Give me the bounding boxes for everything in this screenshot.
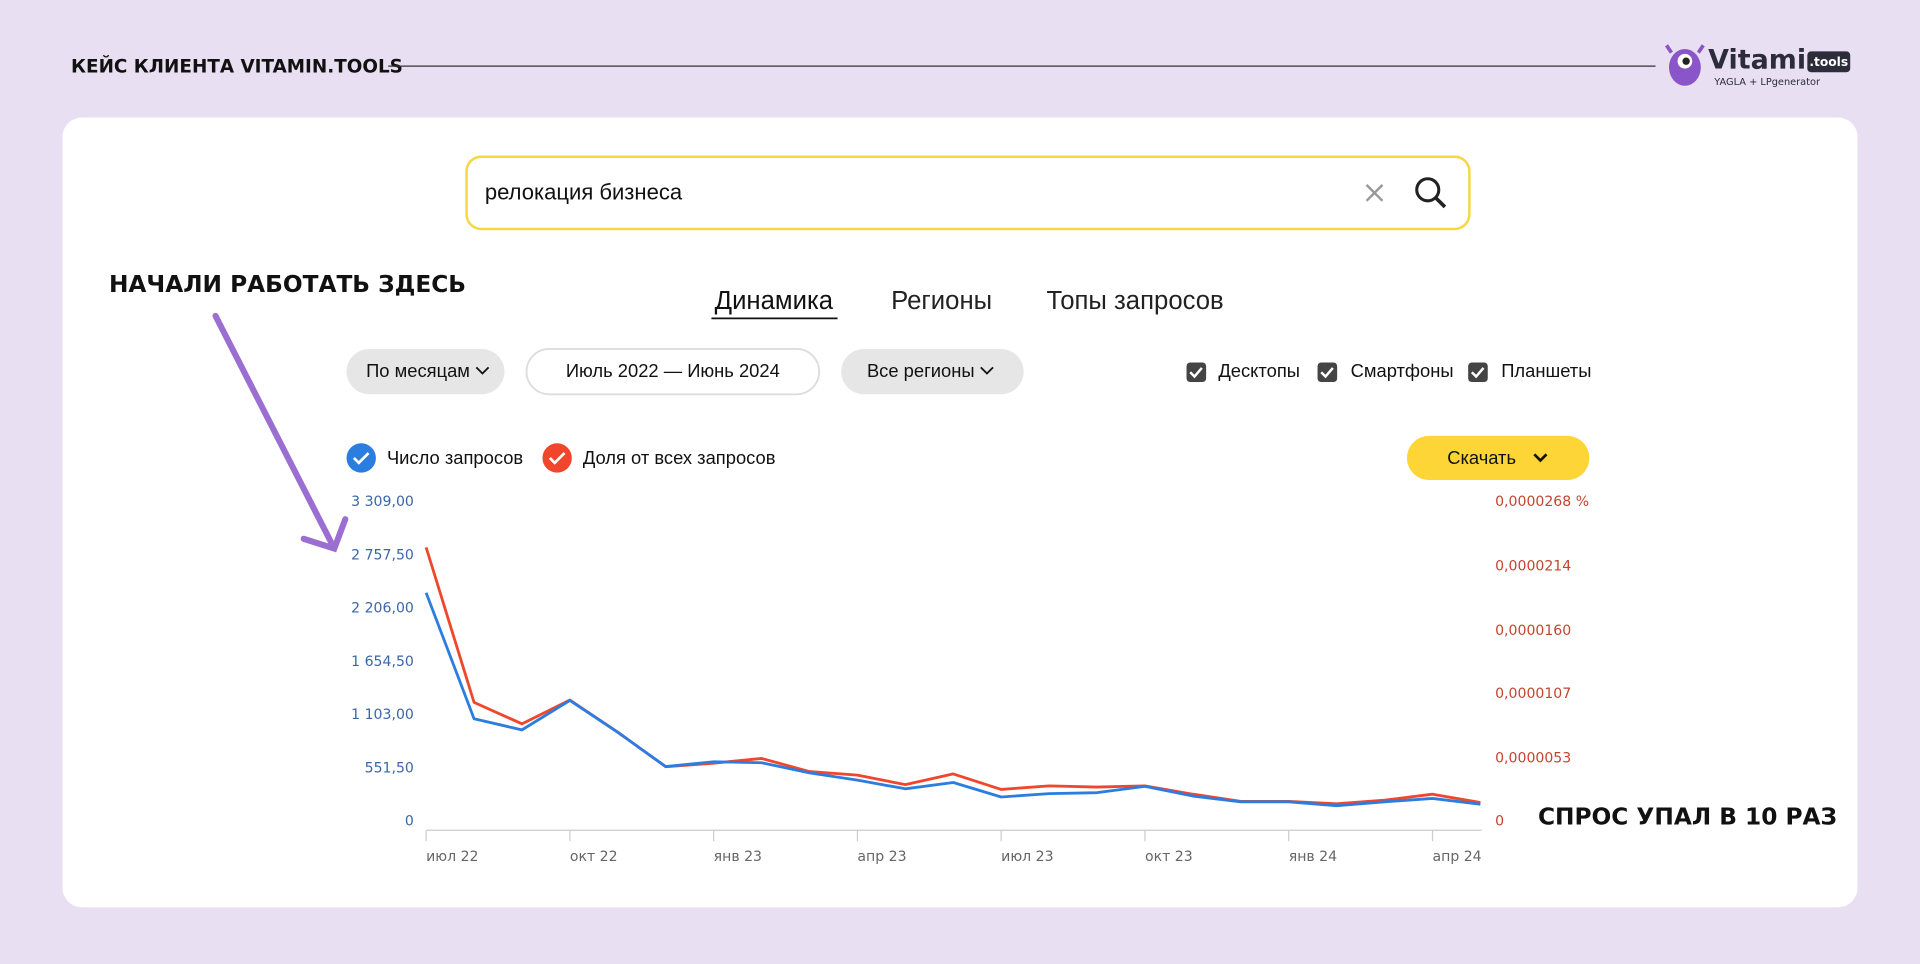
header-title: КЕЙС КЛИЕНТА VITAMIN.TOOLS [71,55,403,77]
y-tick-label: 0 [405,814,414,830]
logo-tagline: YAGLA + LPgenerator [1713,77,1821,88]
y-tick-label: 2 206,00 [351,601,414,617]
clear-icon[interactable] [1365,184,1384,202]
legend-check [548,452,566,465]
y-tick-label: 2 757,50 [351,547,414,563]
logo: Vitamin .tools YAGLA + LPgenerator [1665,44,1851,88]
checkbox[interactable] [1468,362,1488,383]
y2-tick-label: 0,0000053 [1495,750,1571,766]
x-tick-label: апр 23 [857,849,906,865]
legend-swatch[interactable] [346,443,376,473]
y2-tick-label: 0,0000107 [1495,686,1571,702]
x-tick-label: окт 22 [570,849,618,865]
y2-tick-label: 0,0000214 [1495,558,1571,574]
date-label[interactable]: Июль 2022 — Июнь 2024 [566,360,780,381]
checkbox[interactable] [1186,362,1207,383]
annotation: НАЧАЛИ РАБОТАТЬ ЗДЕСЬ [109,271,466,298]
search-box[interactable] [465,155,1471,231]
logo-name: Vitamin [1708,45,1825,76]
x-tick-label: янв 24 [1289,849,1337,865]
tab[interactable]: Динамика [715,287,834,315]
chevron [475,366,490,375]
search-query[interactable]: релокация бизнеса [485,179,683,204]
legend-swatch[interactable] [542,443,572,473]
y-tick-label: 1 103,00 [351,707,414,723]
series-line [424,592,1481,808]
period-label[interactable]: По месяцам [366,360,470,381]
x-tick-label: апр 24 [1432,849,1481,865]
chevron [1533,453,1548,463]
region-button[interactable] [841,348,1024,395]
x-tick-label: июл 23 [1001,849,1053,865]
y2-tick-label: 0,0000268 % [1495,494,1589,510]
search-icon[interactable] [1415,177,1447,209]
device-label[interactable]: Десктопы [1218,360,1300,381]
y-tick-label: 1 654,50 [351,654,414,670]
tab[interactable]: Регионы [891,287,992,315]
x-tick-label: окт 23 [1145,849,1193,865]
device-label[interactable]: Смартфоны [1351,360,1454,381]
y-tick-label: 551,50 [365,760,414,776]
checkbox[interactable] [1317,362,1338,383]
annotation: СПРОС УПАЛ В 10 РАЗ [1538,803,1837,830]
legend-label[interactable]: Доля от всех запросов [583,447,776,468]
x-tick-label: янв 23 [714,849,762,865]
card [62,117,1858,908]
device-label[interactable]: Планшеты [1501,360,1591,381]
y-tick-label: 3 309,00 [351,494,414,510]
date-button[interactable] [525,348,821,396]
x-tick-label: июл 22 [426,849,478,865]
y2-tick-label: 0,0000160 [1495,623,1571,639]
logo-badge: .tools [1809,55,1848,69]
period-button[interactable] [346,348,505,395]
y2-tick-label: 0 [1495,814,1504,830]
download-label[interactable]: Скачать [1447,447,1516,468]
tab[interactable]: Топы запросов [1047,287,1224,315]
region-label[interactable]: Все регионы [867,360,975,381]
legend-label[interactable]: Число запросов [387,447,523,468]
arrow [212,312,349,553]
download-button[interactable] [1406,435,1590,480]
chevron [980,366,994,375]
legend-check [352,452,370,465]
